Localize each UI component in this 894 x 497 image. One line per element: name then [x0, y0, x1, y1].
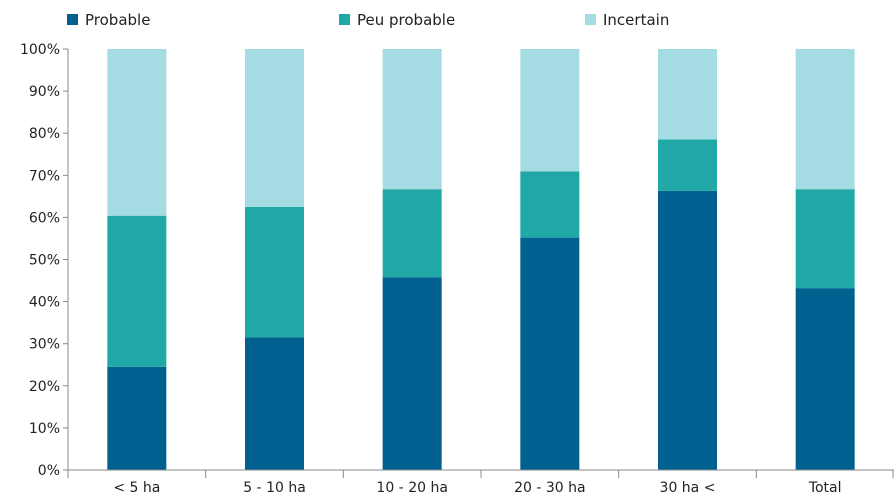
bar-segment: [382, 189, 442, 278]
bar-segment: [245, 49, 304, 207]
bar-segment: [245, 337, 304, 470]
y-tick-label: 70%: [29, 168, 60, 184]
y-tick-label: 80%: [29, 126, 60, 142]
y-tick-label: 40%: [29, 295, 60, 311]
legend-label: Incertain: [603, 11, 669, 29]
bars: [107, 49, 855, 470]
bar-segment: [107, 49, 167, 216]
y-tick-label: 50%: [29, 253, 60, 269]
y-tick-label: 100%: [20, 42, 60, 58]
bar-segment: [658, 190, 717, 470]
legend: Probable Peu probable Incertain: [67, 11, 669, 29]
bar-segment: [107, 215, 167, 367]
x-tick-label: 10 - 20 ha: [376, 480, 447, 496]
bar-segment: [658, 49, 717, 140]
legend-swatch: [339, 14, 350, 25]
legend-swatch: [67, 14, 78, 25]
y-tick-label: 60%: [29, 210, 60, 226]
x-tick-label: 30 ha <: [660, 480, 716, 496]
legend-label: Probable: [85, 11, 150, 29]
y-tick-label: 20%: [29, 379, 60, 395]
bar-segment: [795, 288, 855, 470]
x-axis: < 5 ha 5 - 10 ha 10 - 20 ha 20 - 30 ha 30 ha…: [67, 469, 894, 496]
legend-swatch: [585, 14, 596, 25]
x-tick-label: 5 - 10 ha: [243, 480, 306, 496]
y-tick-label: 90%: [29, 84, 60, 100]
bar-segment: [520, 49, 580, 172]
bar-segment: [795, 49, 855, 190]
y-axis: 0% 10% 20% 30% 40% 50% 60% 70% 80% 90% 100%: [20, 42, 69, 479]
bar-segment: [245, 206, 304, 338]
bar-segment: [520, 237, 580, 470]
x-tick-label: < 5 ha: [113, 480, 160, 496]
bar-segment: [795, 189, 855, 289]
legend-label: Peu probable: [357, 11, 455, 29]
bar-segment: [520, 171, 580, 238]
x-tick-label: 20 - 30 ha: [514, 480, 585, 496]
y-tick-label: 30%: [29, 337, 60, 353]
bar-segment: [382, 277, 442, 470]
y-tick-label: 0%: [38, 463, 60, 479]
bar-segment: [107, 366, 167, 470]
y-tick-label: 10%: [29, 421, 60, 437]
bar-segment: [382, 49, 442, 190]
x-tick-label: Total: [808, 480, 842, 496]
bar-segment: [658, 139, 717, 191]
